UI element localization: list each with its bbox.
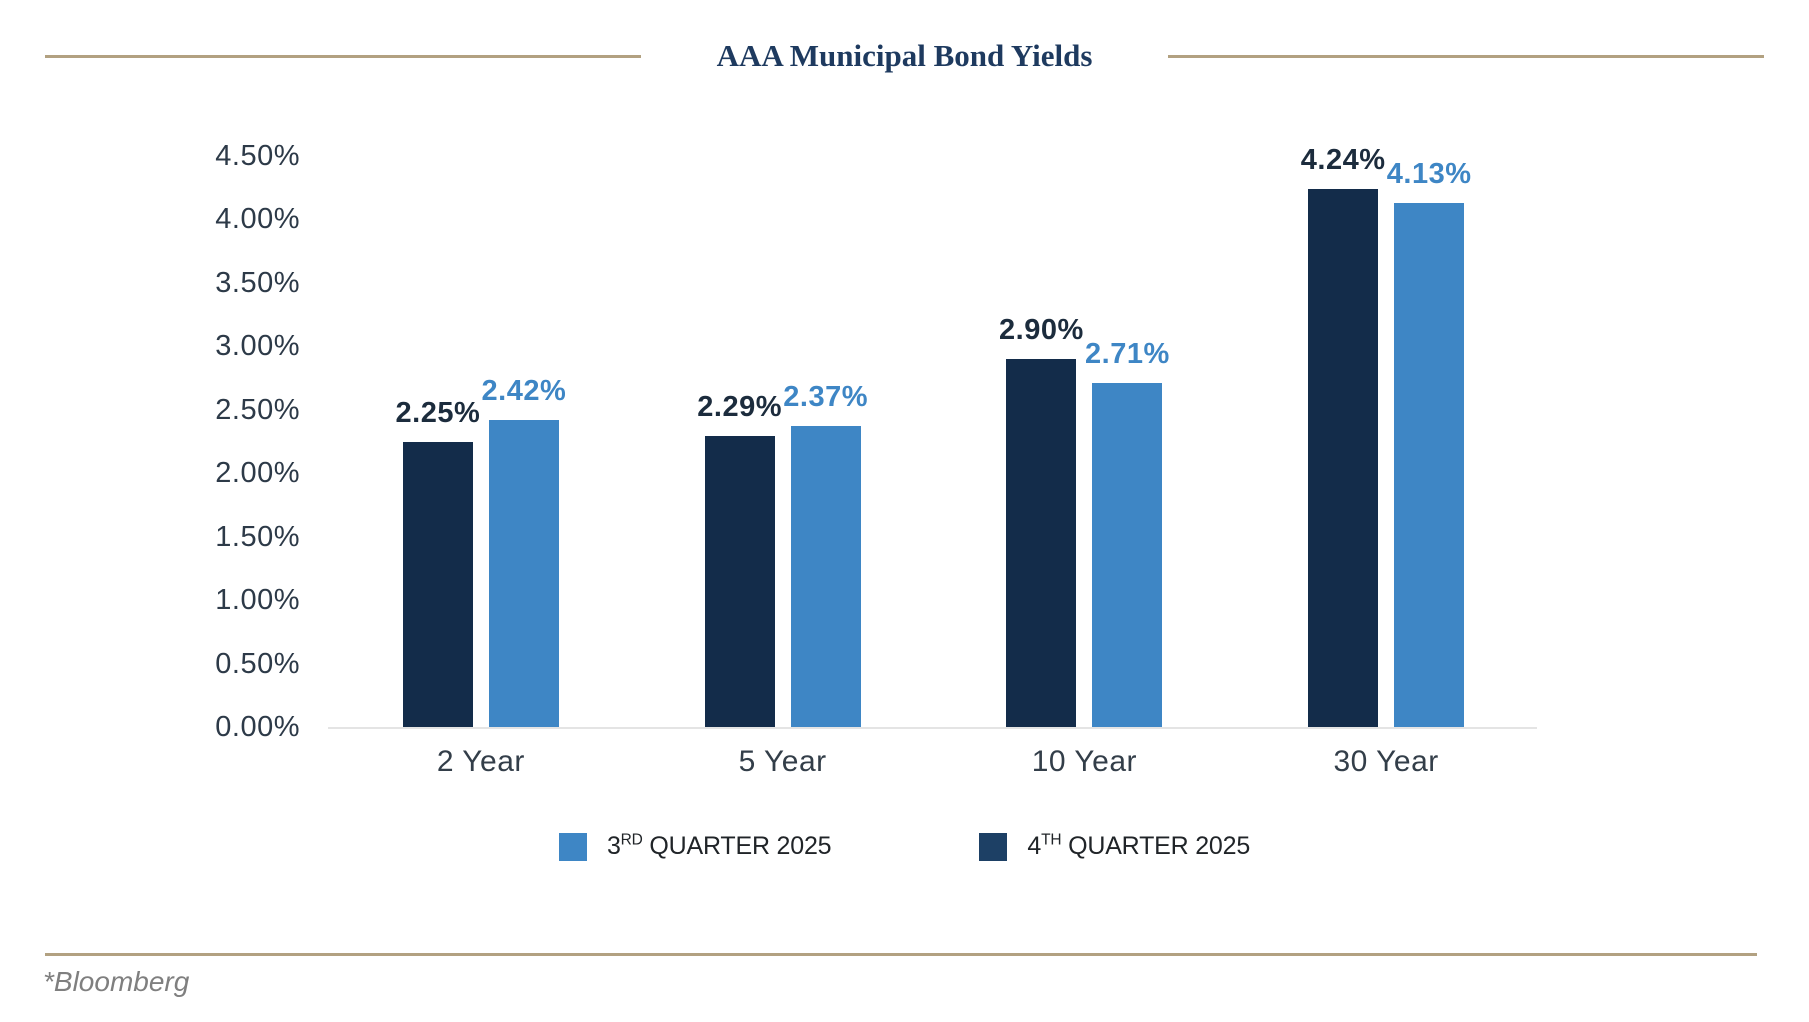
y-axis-tick-label: 0.00% (215, 710, 300, 743)
bar-slot: 2.29% (697, 156, 781, 727)
chart-title: AAA Municipal Bond Yields (716, 38, 1093, 73)
bar-value-label: 2.25% (395, 396, 481, 429)
plot-area: 2.25% 2.42% 2 Year 2.29% 2.37% 5 Year 2.90% 2.7… (330, 144, 1537, 778)
bar-group: 2.29% 2.37% 5 Year (632, 156, 934, 778)
y-axis-tick-label: 2.00% (215, 457, 300, 490)
header-rule-right (1168, 54, 1765, 58)
x-axis-category-label: 2 Year (436, 745, 525, 778)
chart-header: AAA Municipal Bond Yields (45, 36, 1765, 76)
legend-swatch (558, 832, 587, 861)
x-axis-category-label: 5 Year (738, 745, 827, 778)
x-axis-baseline (328, 727, 1537, 729)
bar-slot: 4.13% (1387, 156, 1471, 727)
legend-label: 4TH QUARTER 2025 (1027, 831, 1251, 860)
footer-rule (45, 953, 1757, 956)
bar (704, 436, 775, 727)
legend-label: 3RD QUARTER 2025 (606, 831, 832, 860)
bar-slot: 2.71% (1085, 156, 1169, 727)
legend: 3RD QUARTER 2025 4TH QUARTER 2025 (0, 832, 1809, 861)
y-axis-tick-label: 3.00% (215, 330, 300, 363)
bar-group: 2.25% 2.42% 2 Year (330, 156, 632, 778)
header-rule-left (45, 54, 641, 58)
bar-value-label: 2.71% (1085, 338, 1170, 371)
x-axis-category-label: 10 Year (1031, 745, 1138, 778)
y-axis-tick-label: 2.50% (215, 393, 300, 426)
legend-swatch (979, 832, 1008, 861)
bar-value-label: 2.37% (783, 381, 868, 414)
y-axis: 4.50% 4.00% 3.50% 3.00% 2.50% 2.00% 1.50% 1.00%… (100, 136, 300, 747)
bar-slot: 2.37% (783, 156, 867, 727)
bar (1092, 383, 1163, 727)
y-axis-tick-label: 1.00% (215, 584, 300, 617)
source-note: *Bloomberg (43, 966, 190, 997)
x-axis-category-label: 30 Year (1333, 745, 1439, 778)
y-axis-tick-label: 1.50% (215, 520, 300, 553)
bar-slot: 2.90% (999, 156, 1083, 727)
bar (1006, 359, 1077, 727)
bar-value-label: 2.90% (999, 314, 1084, 347)
y-axis-tick-label: 4.00% (215, 203, 300, 236)
bar-value-label: 2.29% (697, 391, 782, 424)
bar (488, 419, 559, 727)
bar (1394, 202, 1465, 727)
bar-slot: 2.25% (396, 156, 480, 727)
y-axis-tick-label: 0.50% (215, 647, 300, 680)
bar-group: 4.24% 4.13% 30 Year (1235, 144, 1537, 778)
bar-value-label: 4.13% (1386, 157, 1472, 190)
bar-value-label: 4.24% (1300, 144, 1386, 176)
y-axis-tick-label: 4.50% (215, 140, 300, 172)
legend-item: 3RD QUARTER 2025 (558, 831, 832, 861)
bar-value-label: 2.42% (481, 374, 567, 407)
bar (1308, 189, 1379, 727)
bar-slot: 4.24% (1301, 144, 1385, 727)
bar (402, 441, 473, 727)
bar-slot: 2.42% (482, 156, 566, 727)
bar-group: 2.90% 2.71% 10 Year (934, 156, 1236, 778)
bar (790, 426, 861, 727)
y-axis-tick-label: 3.50% (215, 266, 300, 299)
legend-item: 4TH QUARTER 2025 (979, 832, 1250, 861)
